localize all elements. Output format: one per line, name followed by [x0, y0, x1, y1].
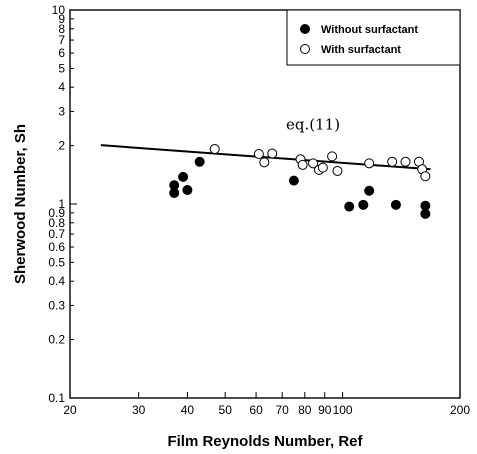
y-tick-label: 0.2: [48, 333, 65, 347]
fit-line-eq-11: [100, 144, 431, 171]
y-tick-label: 10: [52, 3, 66, 17]
point-with-surfactant: [308, 158, 319, 169]
x-tick-label: 30: [132, 403, 146, 417]
legend-box: [286, 9, 461, 66]
x-tick-label: 40: [181, 403, 195, 417]
point-without-surfactant: [420, 208, 431, 219]
y-tick-label: 0.9: [48, 206, 65, 220]
point-with-surfactant: [332, 165, 343, 176]
point-without-surfactant: [390, 199, 401, 210]
equation-annotation: eq.(11): [286, 116, 340, 134]
point-with-surfactant: [297, 159, 308, 170]
y-tick-label: 6: [58, 46, 65, 60]
point-without-surfactant: [178, 171, 189, 182]
y-tick-label: 8: [58, 22, 65, 36]
legend-label-with-surfactant: With surfactant: [321, 44, 401, 56]
point-with-surfactant: [253, 149, 264, 160]
data-points: [169, 144, 431, 219]
y-tick-label: 7: [58, 33, 65, 47]
x-tick-label: 100: [333, 403, 353, 417]
legend-marker-without-surfactant: [300, 24, 310, 34]
y-tick-label: 5: [58, 61, 65, 75]
x-tick-label: 80: [298, 403, 312, 417]
x-axis: 20 30 40 50 60 70 80 90 100 200: [63, 392, 470, 417]
legend-label-without-surfactant: Without surfactant: [321, 24, 418, 36]
x-tick-label: 70: [276, 403, 290, 417]
y-axis-label: Sherwood Number, Sh: [12, 124, 29, 284]
y-tick-label: 3: [58, 104, 65, 118]
legend-marker-with-surfactant: [300, 44, 310, 54]
x-tick-label: 60: [249, 403, 263, 417]
y-tick-label: 0.7: [48, 227, 65, 241]
y-tick-label: 0.6: [48, 240, 65, 254]
point-with-surfactant: [420, 171, 431, 182]
point-without-surfactant: [358, 199, 369, 210]
fit-line-layer: [100, 144, 431, 171]
point-with-surfactant: [387, 156, 398, 167]
point-without-surfactant: [194, 156, 205, 167]
y-tick-label: 0.5: [48, 255, 65, 269]
point-without-surfactant: [288, 175, 299, 186]
x-tick-label: 90: [318, 403, 332, 417]
y-tick-label: 2: [58, 139, 65, 153]
point-with-surfactant: [327, 151, 338, 162]
y-tick-label: 9: [58, 12, 65, 26]
y-tick-label: 0.3: [48, 298, 65, 312]
x-axis-label: Film Reynolds Number, Ref: [167, 433, 363, 450]
point-without-surfactant: [364, 185, 375, 196]
point-without-surfactant: [182, 185, 193, 196]
y-tick-label: 0.1: [48, 391, 65, 405]
point-without-surfactant: [344, 201, 355, 212]
point-with-surfactant: [317, 162, 328, 173]
point-without-surfactant: [169, 180, 180, 191]
y-tick-label: 0.4: [48, 274, 65, 288]
point-with-surfactant: [267, 148, 278, 159]
x-tick-label: 20: [63, 403, 77, 417]
y-tick-label: 1: [58, 197, 65, 211]
legend: Without surfactant With surfactant: [286, 9, 461, 66]
plot-frame: [69, 9, 461, 399]
y-tick-label: 4: [58, 80, 65, 94]
point-with-surfactant: [209, 144, 220, 155]
point-with-surfactant: [400, 156, 411, 167]
y-tick-label: 0.8: [48, 216, 65, 230]
point-with-surfactant: [364, 158, 375, 169]
x-tick-label: 200: [450, 403, 470, 417]
point-with-surfactant: [259, 157, 270, 168]
x-tick-label: 50: [219, 403, 233, 417]
